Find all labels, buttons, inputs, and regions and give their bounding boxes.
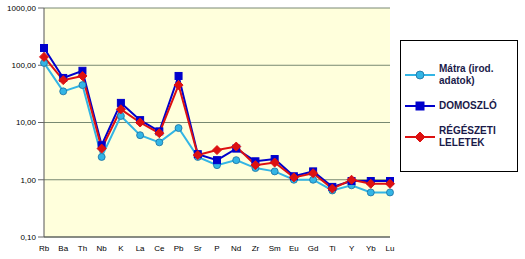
svg-text:Nd: Nd (231, 244, 241, 253)
svg-text:1000,00: 1000,00 (8, 4, 37, 13)
svg-text:Zr: Zr (252, 244, 260, 253)
svg-text:Sm: Sm (269, 244, 281, 253)
svg-text:Lu: Lu (386, 244, 395, 253)
html-text:Mátra (irod. adatok): Mátra (irod. adatok) (439, 63, 494, 86)
svg-text:Ce: Ce (154, 244, 165, 253)
svg-text:Pb: Pb (174, 244, 184, 253)
svg-text:Eu: Eu (289, 244, 299, 253)
svg-text:1,00: 1,00 (20, 176, 36, 185)
html-text:DOMOSZLÓ: DOMOSZLÓ (439, 100, 497, 111)
svg-text:K: K (118, 244, 124, 253)
svg-text:100,00: 100,00 (12, 61, 37, 70)
svg-text:Y: Y (349, 244, 355, 253)
svg-text:Yb: Yb (366, 244, 376, 253)
svg-text:0,10: 0,10 (20, 233, 36, 242)
svg-text:Sr: Sr (194, 244, 202, 253)
svg-text:Rb: Rb (39, 244, 50, 253)
svg-text:10,00: 10,00 (16, 118, 37, 127)
svg-text:La: La (136, 244, 145, 253)
svg-text:Ba: Ba (58, 244, 68, 253)
svg-text:Ti: Ti (329, 244, 336, 253)
svg-text:Gd: Gd (308, 244, 319, 253)
html-text:RÉGÉSZETI LELETEK: RÉGÉSZETI LELETEK (439, 125, 496, 148)
svg-text:Nb: Nb (97, 244, 108, 253)
svg-text:P: P (214, 244, 219, 253)
svg-text:Th: Th (78, 244, 87, 253)
